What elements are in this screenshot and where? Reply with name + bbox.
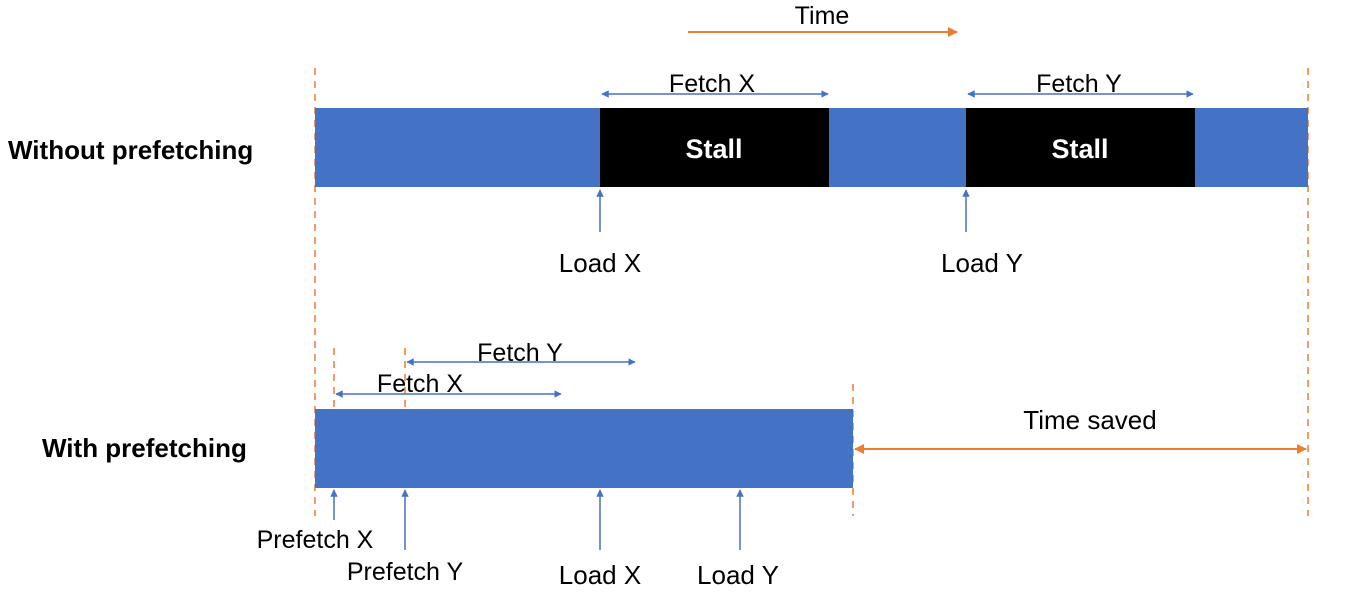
- stall-block-y: [966, 108, 1195, 187]
- load-y-label: Load Y: [941, 248, 1023, 278]
- load-x-label: Load X: [559, 248, 641, 278]
- row-title-without: Without prefetching: [8, 135, 253, 165]
- row-without-prefetching: Without prefetching Stall Stall Fetch X …: [8, 70, 1308, 278]
- fetch-x-label: Fetch X: [669, 70, 755, 98]
- row-with-prefetching: With prefetching Fetch Y Fetch X Prefetc…: [42, 339, 1307, 590]
- fetch-x-label-with: Fetch X: [377, 370, 463, 398]
- time-saved-label: Time saved: [1023, 405, 1156, 435]
- time-label: Time: [795, 2, 850, 30]
- fetch-y-label-with: Fetch Y: [477, 339, 563, 367]
- load-x-label-with: Load X: [559, 560, 641, 590]
- prefetch-x-label: Prefetch X: [257, 526, 374, 554]
- load-y-label-with: Load Y: [697, 560, 779, 590]
- stall-label-y: Stall: [1051, 134, 1108, 164]
- fetch-y-label: Fetch Y: [1036, 70, 1122, 98]
- time-axis: Time: [688, 2, 958, 37]
- execution-bar-with: [315, 409, 853, 488]
- stall-block-x: [600, 108, 829, 187]
- stall-label-x: Stall: [685, 134, 742, 164]
- row-title-with: With prefetching: [42, 433, 247, 463]
- prefetch-y-label: Prefetch Y: [347, 558, 464, 586]
